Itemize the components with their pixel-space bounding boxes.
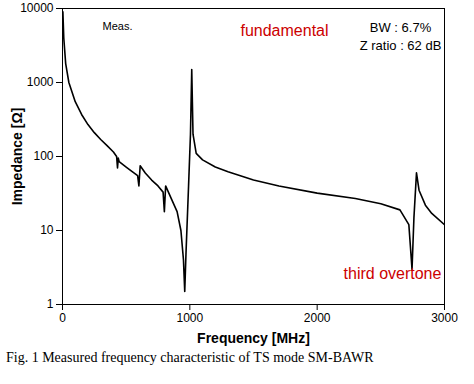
svg-text:1: 1 bbox=[47, 297, 54, 311]
svg-text:10000: 10000 bbox=[20, 1, 54, 15]
svg-text:fundamental: fundamental bbox=[240, 22, 328, 39]
svg-text:1000: 1000 bbox=[27, 75, 54, 89]
svg-text:100: 100 bbox=[33, 149, 53, 163]
svg-text:Impedance [Ω]: Impedance [Ω] bbox=[9, 108, 25, 206]
svg-text:1000: 1000 bbox=[176, 311, 203, 325]
svg-text:10: 10 bbox=[40, 223, 54, 237]
svg-text:2000: 2000 bbox=[304, 311, 331, 325]
svg-text:3000: 3000 bbox=[431, 311, 458, 325]
svg-text:Meas.: Meas. bbox=[103, 20, 133, 32]
html-text:Fig. 1 Measured frequency char: Fig. 1 Measured frequency characteristic… bbox=[6, 350, 374, 365]
svg-text:BW : 6.7%: BW : 6.7% bbox=[370, 20, 432, 35]
svg-text:Z ratio : 62 dB: Z ratio : 62 dB bbox=[360, 38, 442, 53]
svg-text:0: 0 bbox=[59, 311, 66, 325]
svg-text:Frequency [MHz]: Frequency [MHz] bbox=[197, 330, 310, 346]
svg-text:third overtone: third overtone bbox=[344, 265, 442, 282]
